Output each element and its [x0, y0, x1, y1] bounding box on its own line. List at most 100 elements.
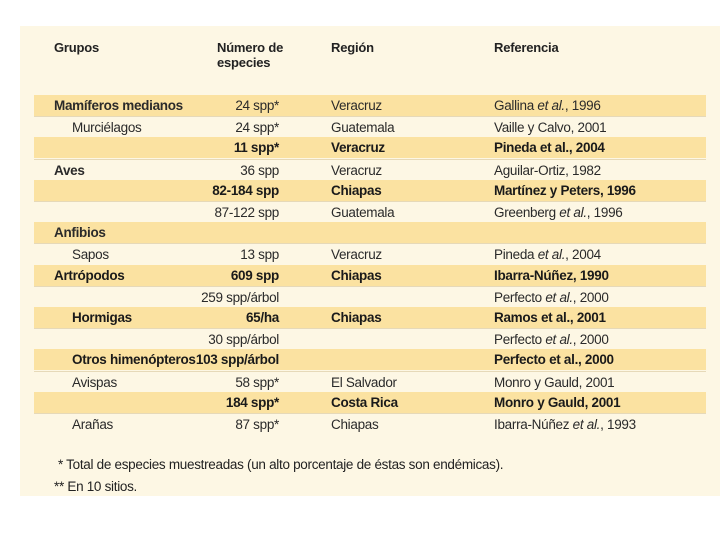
reference-part: , 1996	[586, 205, 623, 220]
cell-region: Guatemala	[331, 120, 395, 136]
cell-group: Artrópodos	[54, 267, 125, 283]
cell-number: 184 spp*	[225, 394, 279, 410]
reference-part: Pineda	[494, 247, 538, 263]
cell-group: Anfibios	[54, 225, 106, 241]
footnote-total: * Total de especies muestreadas (un alto…	[58, 457, 504, 472]
cell-region: Chiapas	[331, 182, 382, 198]
table-row: Sapos 13 spp Veracruz Pineda et al., 2004	[34, 243, 706, 265]
cell-number: 609 spp	[230, 267, 279, 283]
cell-reference: Monro y Gauld, 2001	[494, 394, 621, 410]
cell-number: 82-184 spp	[212, 182, 279, 198]
header-number: Número de especies	[217, 40, 283, 70]
cell-region: Veracruz	[331, 247, 382, 263]
cell-group: Hormigas	[72, 310, 132, 325]
cell-reference: Aguilar-Ortiz, 1982	[494, 163, 601, 178]
cell-reference: Monro y Gauld, 2001	[494, 374, 615, 390]
table-row: Otros himenópteros 103 spp/árbol Perfecto …	[34, 349, 706, 371]
cell-region: Chiapas	[331, 417, 379, 432]
cell-number: 65/ha	[245, 310, 279, 325]
cell-reference: Pineda et al., 2004	[494, 140, 605, 155]
footnote-sites: ** En 10 sitios.	[54, 479, 137, 494]
cell-reference: Greenberg et al., 1996	[494, 205, 623, 220]
reference-part: Aguilar-Ortiz, 1982	[494, 162, 601, 178]
cell-number: 58 spp*	[235, 374, 279, 390]
reference-part: Ibarra-Núñez	[494, 417, 573, 432]
cell-reference: Gallina et al., 1996	[494, 98, 601, 113]
table-row: Mamíferos medianos 24 spp* Veracruz Gallina…	[34, 95, 706, 116]
reference-part: , 2004	[565, 247, 601, 263]
cell-number: 13 spp	[240, 247, 279, 263]
reference-part: et al.	[559, 205, 587, 220]
cell-reference: Pineda et al., 2004	[494, 247, 601, 262]
table-row: Arañas 87 spp* Chiapas Ibarra-Núñez et al.,…	[34, 413, 706, 435]
cell-group: Murciélagos	[72, 120, 142, 136]
reference-part: Perfecto et al., 2000	[494, 352, 614, 368]
table-row: Aves 36 spp Veracruz Aguilar-Ortiz, 1982	[34, 158, 706, 181]
cell-group: Sapos	[72, 247, 109, 263]
reference-part: et al.	[545, 289, 573, 305]
cell-region: Veracruz	[331, 98, 382, 113]
cell-number: 24 spp*	[235, 98, 279, 113]
cell-region: El Salvador	[331, 374, 397, 390]
cell-reference: Perfecto et al., 2000	[494, 290, 609, 305]
reference-part: Perfecto	[494, 332, 546, 348]
cell-group: Otros himenópteros	[72, 352, 196, 368]
cell-region: Chiapas	[331, 267, 382, 283]
cell-region: Veracruz	[331, 162, 382, 178]
table-row: 82-184 spp Chiapas Martínez y Peters, 1996	[34, 179, 706, 201]
header-region: Región	[331, 40, 374, 55]
reference-part: Gallina	[494, 98, 538, 113]
reference-part: , 1996	[564, 98, 601, 113]
cell-number: 30 spp/árbol	[208, 332, 279, 348]
reference-part: Monro y Gauld, 2001	[494, 394, 621, 410]
header-groups: Grupos	[54, 40, 100, 55]
cell-number: 103 spp/árbol	[195, 352, 279, 368]
cell-reference: Ibarra-Núñez et al., 1993	[494, 417, 636, 432]
table-row: 30 spp/árbol Perfecto et al., 2000	[34, 328, 706, 350]
reference-part: Ramos et al., 2001	[494, 310, 606, 325]
reference-part: , 2000	[572, 289, 609, 305]
cell-group: Mamíferos medianos	[54, 98, 183, 113]
table-row: Anfibios	[34, 222, 706, 244]
reference-part: et al.	[572, 417, 601, 432]
reference-part: Vaille y Calvo, 2001	[494, 120, 607, 136]
cell-reference: Ramos et al., 2001	[494, 310, 606, 325]
reference-part: Ibarra-Núñez, 1990	[494, 267, 609, 283]
cell-reference: Vaille y Calvo, 2001	[494, 120, 607, 136]
table-row: Artrópodos 609 spp Chiapas Ibarra-Núñez, 19…	[34, 264, 706, 286]
cell-reference: Ibarra-Núñez, 1990	[494, 268, 609, 283]
cell-region: Costa Rica	[331, 394, 398, 410]
reference-part: Monro y Gauld, 2001	[494, 374, 615, 390]
header-reference: Referencia	[494, 40, 559, 55]
cell-region: Guatemala	[331, 205, 395, 220]
reference-part: et al.	[537, 247, 566, 263]
cell-number: 259 spp/árbol	[201, 289, 279, 305]
table-row: 184 spp* Costa Rica Monro y Gauld, 2001	[34, 391, 706, 413]
cell-number: 87-122 spp	[214, 205, 279, 220]
table-panel: Grupos Número de especies Región Referen…	[20, 26, 720, 496]
reference-part: , 2000	[572, 332, 609, 348]
cell-reference: Perfecto et al., 2000	[494, 352, 614, 367]
header-number-line2: especies	[217, 55, 271, 70]
cell-number: 11 spp*	[233, 140, 279, 156]
table-row: 259 spp/árbol Perfecto et al., 2000	[34, 285, 706, 308]
cell-number: 36 spp	[240, 162, 279, 178]
cell-region: Chiapas	[331, 310, 382, 325]
cell-reference: Perfecto et al., 2000	[494, 332, 609, 347]
cell-region: Veracruz	[331, 140, 385, 156]
reference-part: Martínez y Peters, 1996	[494, 182, 636, 198]
reference-part: Perfecto	[494, 289, 546, 305]
table-row: 87-122 spp Guatemala Greenberg et al., 199…	[34, 201, 706, 223]
cell-group: Avispas	[72, 374, 117, 390]
cell-number: 87 spp*	[235, 417, 279, 432]
cell-group: Arañas	[72, 417, 113, 432]
reference-part: Pineda et al., 2004	[494, 140, 605, 156]
table-row: Hormigas 65/ha Chiapas Ramos et al., 2001	[34, 307, 706, 328]
cell-group: Aves	[54, 162, 85, 178]
reference-part: Greenberg	[494, 205, 560, 220]
table-row: 11 spp* Veracruz Pineda et al., 2004	[34, 137, 706, 159]
table-row: Murciélagos 24 spp* Guatemala Vaille y Calv…	[34, 116, 706, 138]
table-row: Avispas 58 spp* El Salvador Monro y Gauld, …	[34, 370, 706, 393]
header-number-line1: Número de	[217, 40, 284, 55]
reference-part: , 1993	[600, 417, 636, 432]
